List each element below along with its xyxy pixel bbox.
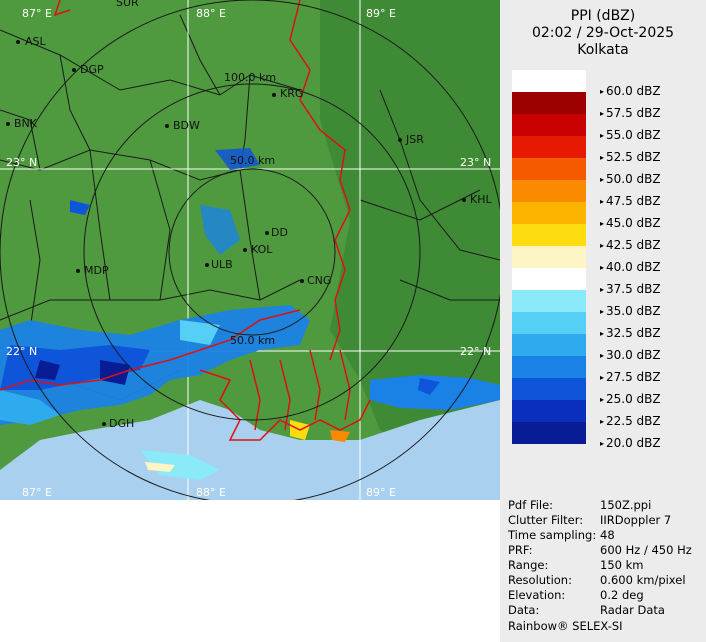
legend-label: 30.0 dBZ [600,348,661,362]
legend-swatch [512,334,586,356]
legend-swatch [512,224,586,246]
info-value: 150 km [600,558,644,572]
place-label-mdp: MDP [84,264,109,277]
legend-label: 27.5 dBZ [600,370,661,384]
lat-label-22-left: 22° N [6,345,37,358]
legend-label: 45.0 dBZ [600,216,661,230]
place-label-bnk: BNK [14,117,38,130]
range-rings [0,0,500,500]
legend-label: 22.5 dBZ [600,414,661,428]
ring-label-50km-south: 50.0 km [230,334,275,347]
ring-label-50km-north: 50.0 km [230,154,275,167]
legend-swatch [512,422,586,444]
lon-label-88-bottom: 88° E [196,486,226,499]
info-value: 0.2 deg [600,588,644,602]
place-label-bdw: BDW [173,119,200,132]
legend-label: 57.5 dBZ [600,106,661,120]
radar-map[interactable]: SUR ASL DGP KRG BNK BDW JSR KHL DD KOL U… [0,0,500,500]
station-name: Kolkata [577,42,629,58]
legend-swatch [512,70,586,92]
lon-label-89-top: 89° E [366,7,396,20]
info-key: Pdf File: [508,498,554,512]
legend-swatch [512,92,586,114]
legend-swatch [512,378,586,400]
legend-label: 32.5 dBZ [600,326,661,340]
legend-label: 35.0 dBZ [600,304,661,318]
legend-swatch [512,290,586,312]
place-label-krg: KRG [280,87,303,100]
legend-swatch [512,202,586,224]
place-label-khl: KHL [470,193,492,206]
place-label-sur: SUR [116,0,139,9]
product-header: PPI (dBZ) 02:02 / 29-Oct-2025 Kolkata [500,8,706,59]
info-key: Range: [508,558,549,572]
info-value: 600 Hz / 450 Hz [600,543,692,557]
legend-swatch [512,246,586,268]
scan-datetime: 02:02 / 29-Oct-2025 [531,25,675,41]
bangladesh-area [320,0,500,500]
place-label-asl: ASL [25,35,47,48]
info-key: Time sampling: [508,528,597,542]
lon-label-88-top: 88° E [196,7,226,20]
info-key: Resolution: [508,573,572,587]
legend-swatch [512,136,586,158]
info-value: 48 [600,528,615,542]
product-title: PPI (dBZ) [570,8,636,24]
border-lines [0,0,371,441]
place-markers [6,40,466,426]
info-value: 150Z.ppi [600,498,652,512]
place-label-dgp: DGP [80,63,104,76]
side-panel: PPI (dBZ) 02:02 / 29-Oct-2025 Kolkata 60… [500,0,706,642]
legend-swatch [512,114,586,136]
place-label-dgh: DGH [109,417,134,430]
legend-swatch [512,180,586,202]
bay-of-bengal [0,400,500,500]
info-key: Elevation: [508,588,566,602]
legend-label: 60.0 dBZ [600,84,661,98]
legend-label: 20.0 dBZ [600,436,661,450]
place-label-dd: DD [271,226,288,239]
color-legend: 60.0 dBZ 57.5 dBZ 55.0 dBZ 52.5 dBZ 50.0 dBZ… [512,70,661,450]
ring-label-100km: 100.0 km [224,71,276,84]
info-value: Radar Data [600,603,665,617]
place-label-kol: KOL [251,243,273,256]
legend-label: 25.0 dBZ [600,392,661,406]
place-label-jsr: JSR [405,133,424,146]
legend-label: 52.5 dBZ [600,150,661,164]
lat-label-22-right: 22° N [460,345,491,358]
lon-label-87-top: 87° E [22,7,52,20]
place-label-cng: CNG [307,274,331,287]
legend-label: 37.5 dBZ [600,282,661,296]
info-key: Clutter Filter: [508,513,584,527]
place-label-ulb: ULB [211,258,233,271]
info-key: PRF: [508,543,533,557]
lat-label-23-left: 23° N [6,156,37,169]
legend-swatch [512,312,586,334]
lat-label-23-right: 23° N [460,156,491,169]
legend-swatch [512,356,586,378]
legend-label: 47.5 dBZ [600,194,661,208]
info-value: 0.600 km/pixel [600,573,686,587]
info-value: IIRDoppler 7 [600,513,672,527]
legend-swatch [512,268,586,290]
info-key: Data: [508,603,540,617]
vendor-footer: Rainbow® SELEX-SI [508,619,623,633]
radar-echoes [0,148,500,480]
legend-swatch [512,400,586,422]
legend-label: 55.0 dBZ [600,128,661,142]
legend-label: 50.0 dBZ [600,172,661,186]
lon-label-89-bottom: 89° E [366,486,396,499]
lon-label-87-bottom: 87° E [22,486,52,499]
radar-map-canvas: SUR ASL DGP KRG BNK BDW JSR KHL DD KOL U… [0,0,500,500]
legend-label: 42.5 dBZ [600,238,661,252]
legend-swatch [512,158,586,180]
legend-label: 40.0 dBZ [600,260,661,274]
